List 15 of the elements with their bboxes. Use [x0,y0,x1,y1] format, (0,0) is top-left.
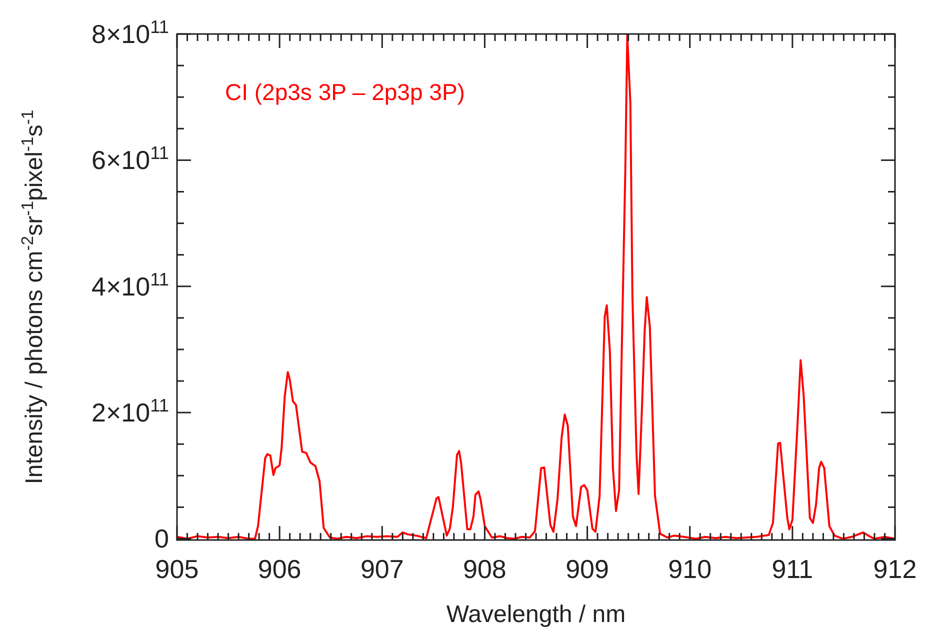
annotation: CI (2p3s 3P – 2p3p 3P) [225,79,465,105]
y-tick-label: 0 [154,524,169,554]
x-tick-label: 911 [772,554,814,584]
x-tick-label: 907 [360,554,404,584]
y-tick-label: 8×10$^{11}$ [92,17,169,49]
x-tick-label: 910 [668,554,712,584]
x-tick-label: 912 [873,554,917,584]
x-tick-label: 905 [155,554,199,584]
y-tick-label: 2×10$^{11}$ [92,396,169,428]
x-tick-label: 909 [566,554,609,584]
y-tick-label: 6×10$^{11}$ [92,143,169,176]
x-tick-label: 908 [463,554,506,584]
x-axis-title: Wavelength / nm [446,601,626,628]
x-tick-label: 906 [258,554,302,584]
y-tick-label: 4×10$^{11}$ [92,269,169,302]
